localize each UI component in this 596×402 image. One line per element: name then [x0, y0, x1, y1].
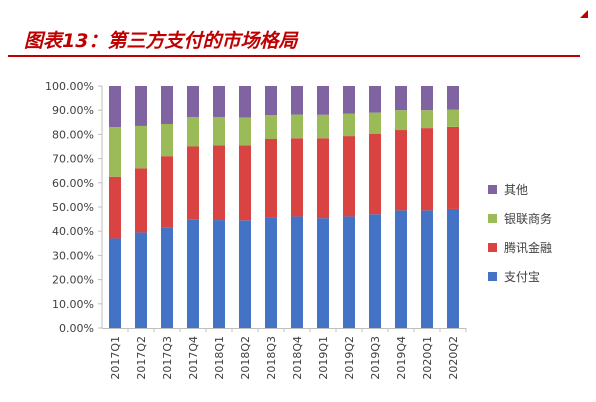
- y-tick-label: 50.00%: [52, 201, 94, 214]
- bar-segment: [187, 219, 199, 328]
- bar-segment: [447, 109, 459, 127]
- bar-segment: [239, 117, 251, 146]
- y-tick-label: 40.00%: [52, 225, 94, 238]
- y-tick-label: 0.00%: [59, 322, 94, 335]
- bar-segment: [343, 216, 355, 328]
- bar-segment: [291, 86, 303, 115]
- bar-segment: [135, 86, 147, 126]
- bar-segment: [135, 125, 147, 169]
- bar-segment: [109, 176, 121, 239]
- y-tick-label: 60.00%: [52, 177, 94, 190]
- bar-segment: [421, 128, 433, 211]
- bar-segment: [135, 168, 147, 233]
- stacked-bar-chart: 0.00% 10.00% 20.00% 30.00% 40.00% 50.00% 60.00…: [45, 80, 552, 380]
- x-tick-label: 2018Q1: [213, 336, 226, 380]
- x-tick-label: 2020Q2: [447, 336, 460, 380]
- bar-segment: [161, 227, 173, 328]
- y-tick-label: 20.00%: [52, 274, 94, 287]
- bar-segment: [291, 114, 303, 139]
- bar-segment: [213, 86, 225, 117]
- bar-segment: [109, 238, 121, 328]
- x-tick-label: 2017Q3: [161, 336, 174, 380]
- bar-segment: [109, 86, 121, 128]
- bar-segment: [161, 86, 173, 124]
- bar-segment: [265, 139, 277, 218]
- bar-segment: [161, 156, 173, 228]
- bar-segment: [265, 86, 277, 116]
- bar-segment: [395, 130, 407, 211]
- y-tick-label: 10.00%: [52, 298, 94, 311]
- bar-segment: [213, 145, 225, 221]
- x-tick-label: 2018Q4: [291, 336, 304, 380]
- bar-segment: [213, 220, 225, 328]
- bar-segment: [447, 86, 459, 110]
- legend-swatch: [488, 214, 497, 223]
- bar-segment: [187, 146, 199, 220]
- bar-segment: [187, 86, 199, 117]
- bar-segment: [213, 116, 225, 146]
- x-tick-label: 2019Q3: [369, 336, 382, 380]
- bar-segment: [187, 116, 199, 147]
- title-bar: 图表13：第三方支付的市场格局: [0, 0, 596, 66]
- bar-segment: [239, 86, 251, 118]
- bar-segment: [369, 86, 381, 113]
- bar-segment: [265, 115, 277, 139]
- bar-segment: [395, 86, 407, 111]
- bar-segment: [317, 138, 329, 219]
- legend-label: 其他: [504, 183, 528, 197]
- x-tick-label: 2017Q4: [187, 336, 200, 380]
- bar-segment: [317, 114, 329, 139]
- legend-swatch: [488, 185, 497, 194]
- bar-segment: [343, 86, 355, 114]
- bar-segment: [447, 208, 459, 328]
- bar-segment: [369, 133, 381, 215]
- bar-segment: [421, 110, 433, 129]
- title-underline: [8, 55, 580, 57]
- bar-segment: [395, 210, 407, 328]
- bar-segment: [161, 123, 173, 157]
- x-tick-label: 2017Q1: [109, 336, 122, 380]
- bar-segment: [291, 216, 303, 328]
- page-title: 图表13：第三方支付的市场格局: [24, 30, 298, 52]
- x-tick-label: 2020Q1: [421, 336, 434, 380]
- bar-segment: [109, 127, 121, 177]
- bar-segment: [421, 86, 433, 111]
- y-tick-label: 30.00%: [52, 249, 94, 262]
- bar-segment: [369, 112, 381, 134]
- legend-label: 支付宝: [504, 270, 540, 284]
- bar-segment: [317, 218, 329, 328]
- x-tick-label: 2017Q2: [135, 336, 148, 380]
- title-corner-mark: [580, 10, 588, 18]
- bar-segment: [343, 136, 355, 217]
- bar-segment: [239, 220, 251, 328]
- y-tick-label: 70.00%: [52, 153, 94, 166]
- x-tick-label: 2018Q3: [265, 336, 278, 380]
- y-tick-label: 100.00%: [45, 80, 94, 93]
- legend-label: 腾讯金融: [504, 240, 552, 255]
- x-tick-label: 2018Q2: [239, 336, 252, 380]
- bar-segment: [239, 145, 251, 221]
- bar-segment: [291, 138, 303, 217]
- bar-segment: [369, 214, 381, 328]
- bar-segment: [395, 110, 407, 131]
- y-tick-label: 90.00%: [52, 104, 94, 117]
- bar-segment: [421, 210, 433, 328]
- y-tick-label: 80.00%: [52, 128, 94, 141]
- legend-swatch: [488, 243, 497, 252]
- bar-segment: [265, 217, 277, 328]
- bar-segment: [135, 232, 147, 328]
- x-tick-label: 2019Q4: [395, 336, 408, 380]
- bar-segment: [343, 113, 355, 137]
- x-tick-label: 2019Q1: [317, 336, 330, 380]
- bar-segment: [447, 126, 459, 209]
- x-tick-label: 2019Q2: [343, 336, 356, 380]
- legend-label: 银联商务: [504, 211, 552, 226]
- bar-segment: [317, 86, 329, 115]
- legend-swatch: [488, 272, 497, 281]
